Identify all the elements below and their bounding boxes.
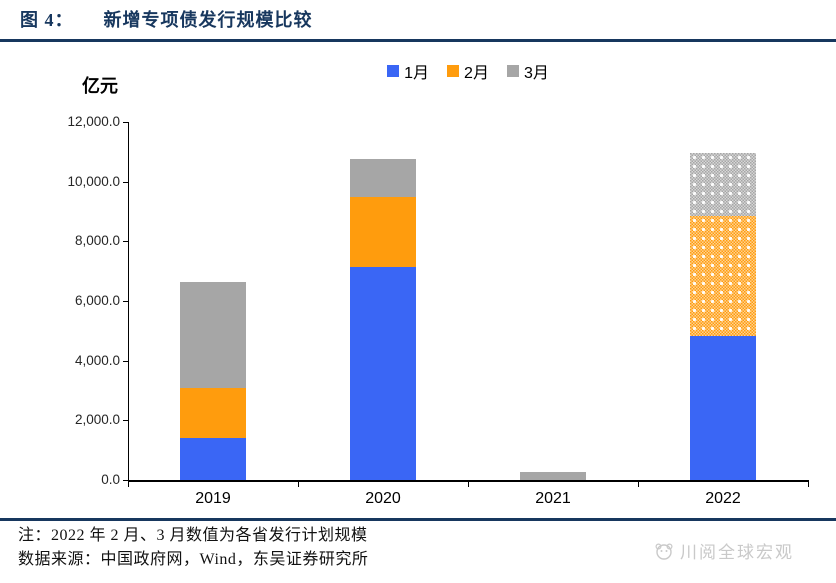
y-axis-tick-mark xyxy=(123,181,129,183)
panda-logo-icon xyxy=(655,542,673,560)
x-axis-line xyxy=(128,480,809,482)
figure-title: 新增专项债发行规模比较 xyxy=(103,10,313,30)
legend-label: 3月 xyxy=(523,65,549,82)
y-axis-tick-mark xyxy=(123,360,129,362)
title-divider xyxy=(0,39,836,42)
bar-segment-2020-2月 xyxy=(350,196,416,268)
x-axis-tick-mark xyxy=(638,482,639,487)
bar-segment-2022-3月 xyxy=(690,152,756,217)
x-axis-tick-mark xyxy=(468,482,469,487)
y-axis-tick-mark xyxy=(123,420,129,422)
bar-segment-2021-3月 xyxy=(520,471,586,480)
y-axis-tick-mark xyxy=(123,122,129,123)
y-axis-tick-mark xyxy=(123,241,129,243)
x-axis-tick-mark xyxy=(128,482,129,487)
x-axis-tick-mark xyxy=(808,482,809,487)
y-axis-unit-label: 亿元 xyxy=(82,76,118,96)
note-line: 数据来源：中国政府网，Wind，东吴证券研究所 xyxy=(18,551,369,568)
legend-item-1月: 1月 xyxy=(387,59,429,83)
figure-notes: 注：2022 年 2 月、3 月数值为各省发行计划规模 数据来源：中国政府网，W… xyxy=(18,524,368,572)
note-line: 注：2022 年 2 月、3 月数值为各省发行计划规模 xyxy=(18,527,368,544)
figure-header: 图 4： 新增专项债发行规模比较 xyxy=(20,6,313,32)
legend-swatch-icon xyxy=(447,65,460,77)
bar-segment-2019-1月 xyxy=(180,438,246,480)
watermark-text: 川阅全球宏观 xyxy=(680,543,794,562)
legend-item-3月: 3月 xyxy=(506,59,549,83)
bar-segment-2019-2月 xyxy=(180,387,246,439)
x-axis-category-label: 2021 xyxy=(535,490,571,507)
y-axis-tick-label: 4,000.0 xyxy=(74,352,120,368)
bar-segment-2019-3月 xyxy=(180,282,246,388)
x-axis-category-label: 2019 xyxy=(195,490,231,507)
y-axis-tick-label: 12,000.0 xyxy=(67,114,120,129)
chart-legend: 1月 2月 3月 xyxy=(128,59,808,83)
bar-segment-2020-1月 xyxy=(350,267,416,480)
y-axis-tick-mark xyxy=(123,480,129,481)
legend-swatch-icon xyxy=(387,65,400,77)
x-axis-tick-mark xyxy=(298,482,299,487)
y-axis-tick-label: 2,000.0 xyxy=(74,412,120,428)
legend-swatch-icon xyxy=(506,65,519,77)
legend-label: 1月 xyxy=(404,65,430,82)
y-axis-tick-label: 0.0 xyxy=(101,472,120,487)
bar-segment-2022-1月 xyxy=(690,335,756,480)
y-axis-tick-mark xyxy=(123,301,129,302)
footer-divider xyxy=(0,518,836,521)
y-axis-tick-label: 6,000.0 xyxy=(74,293,120,308)
x-axis-category-label: 2022 xyxy=(705,490,741,507)
x-axis-category-label: 2020 xyxy=(365,490,401,507)
legend-item-2月: 2月 xyxy=(447,59,489,83)
watermark: 川阅全球宏观 xyxy=(652,538,794,563)
figure-label: 图 4： xyxy=(20,10,74,30)
legend-label: 2月 xyxy=(464,65,489,82)
bar-segment-2020-3月 xyxy=(350,158,416,197)
y-axis-tick-label: 8,000.0 xyxy=(74,233,120,249)
y-axis-tick-label: 10,000.0 xyxy=(67,173,120,189)
bar-segment-2022-2月 xyxy=(690,216,756,336)
